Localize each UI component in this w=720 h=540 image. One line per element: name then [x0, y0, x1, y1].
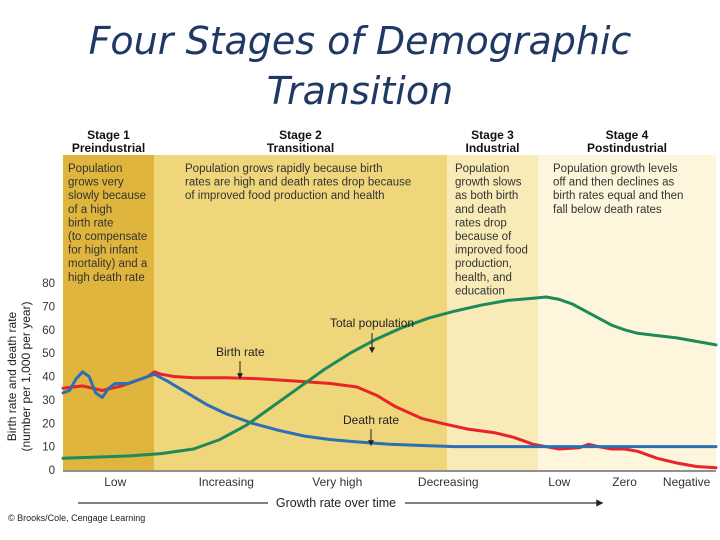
- stage-band-4: [538, 155, 716, 470]
- y-tick-label: 20: [42, 418, 55, 430]
- annotation-label: Birth rate: [216, 345, 265, 359]
- y-tick-label: 10: [42, 442, 55, 454]
- growth-rate-label: Increasing: [199, 475, 254, 489]
- y-tick-label: 60: [42, 325, 55, 337]
- stage-name: Preindustrial: [72, 141, 145, 155]
- y-tick-label: 50: [42, 348, 55, 360]
- growth-rate-label: Negative: [663, 475, 711, 489]
- stage-band-2: [154, 155, 447, 470]
- y-axis-label-line-2: (number per 1,000 per year): [19, 301, 33, 451]
- page-title: Four Stages of Demographic Transition: [0, 16, 720, 116]
- y-tick-label: 80: [42, 278, 55, 290]
- stage-description-line: birth rates equal and then: [553, 190, 683, 202]
- stage-description-line: improved food: [455, 245, 528, 257]
- credit-text: © Brooks/Cole, Cengage Learning: [8, 513, 145, 523]
- stage-band-1: [63, 155, 154, 470]
- stage-name: Industrial: [465, 141, 519, 155]
- stage-description-line: (to compensate: [68, 231, 147, 243]
- stage-description-line: Population grows rapidly because birth: [185, 163, 383, 175]
- growth-rate-label: Decreasing: [418, 475, 479, 489]
- annotation-label: Total population: [330, 316, 414, 330]
- y-tick-label: 0: [49, 465, 55, 477]
- stage-heading: Stage 2: [279, 128, 322, 142]
- stage-description-line: fall below death rates: [553, 204, 662, 216]
- growth-rate-label: Very high: [312, 475, 362, 489]
- stage-description-line: grows very: [68, 177, 124, 189]
- stage-description-line: as both birth: [455, 190, 518, 202]
- stage-description-line: Population: [68, 163, 122, 175]
- y-axis-label-line-1: Birth rate and death rate: [5, 311, 19, 441]
- stage-description-line: off and then declines as: [553, 177, 675, 189]
- y-tick-label: 70: [42, 301, 55, 313]
- stage-band-3: [447, 155, 538, 470]
- stage-description-line: birth rate: [68, 217, 113, 229]
- series-line-total-population: [61, 295, 718, 460]
- stage-description-line: of a high: [68, 204, 112, 216]
- stage-heading: Stage 3: [471, 128, 514, 142]
- stage-description-line: rates are high and death rates drop beca…: [185, 177, 411, 189]
- stage-description-line: Population: [455, 163, 509, 175]
- annotation-label: Death rate: [343, 413, 399, 427]
- stage-heading: Stage 4: [606, 128, 649, 142]
- stage-description-line: growth slows: [455, 177, 522, 189]
- stage-description-line: Population growth levels: [553, 163, 678, 175]
- stage-description-line: and death: [455, 204, 506, 216]
- x-axis-title: Growth rate over time: [276, 496, 396, 510]
- stage-description-line: high death rate: [68, 272, 145, 284]
- stage-name: Transitional: [267, 141, 334, 155]
- stage-description-line: health, and: [455, 272, 512, 284]
- y-tick-label: 40: [42, 372, 55, 384]
- series-line-death-rate: [61, 370, 718, 449]
- growth-rate-label: Zero: [612, 475, 637, 489]
- stage-description-line: for high infant: [68, 245, 138, 257]
- stage-description-line: of improved food production and health: [185, 190, 384, 202]
- title-line-2: Transition: [266, 69, 454, 113]
- y-tick-label: 30: [42, 395, 55, 407]
- stage-heading: Stage 1: [87, 128, 130, 142]
- stage-description-line: education: [455, 285, 505, 297]
- growth-rate-label: Low: [104, 475, 126, 489]
- title-line-1: Four Stages of Demographic: [88, 19, 632, 63]
- stage-description-line: slowly because: [68, 190, 146, 202]
- stage-description-line: rates drop: [455, 217, 507, 229]
- stage-description-line: because of: [455, 231, 512, 243]
- stage-description-line: production,: [455, 258, 512, 270]
- growth-rate-label: Low: [548, 475, 570, 489]
- stage-name: Postindustrial: [587, 141, 667, 155]
- stage-description-line: mortality) and a: [68, 258, 148, 270]
